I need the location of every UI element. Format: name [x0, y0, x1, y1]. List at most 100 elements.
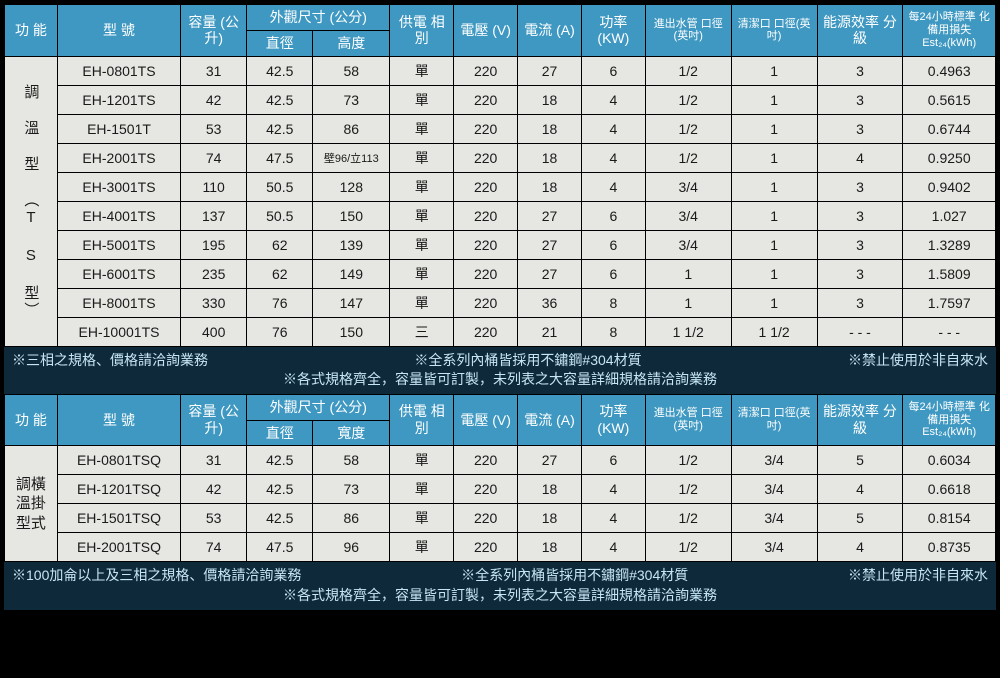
note-1c: ※禁止使用於非自來水: [848, 351, 988, 371]
table-cell: 3: [817, 85, 903, 114]
th-dim-group: 外觀尺寸 (公分): [247, 394, 390, 420]
table-cell: 1.3289: [903, 230, 996, 259]
note-2b: ※全系列內桶皆採用不鏽鋼#304材質: [461, 566, 688, 586]
table-cell: 220: [454, 504, 518, 533]
table-cell: 0.8154: [903, 504, 996, 533]
table-cell: 42.5: [247, 446, 313, 475]
category-cell-tsq: 調橫溫掛型式: [5, 446, 58, 562]
table-cell: 137: [181, 201, 247, 230]
table-cell: EH-1501TSQ: [57, 504, 180, 533]
table-cell: 1/2: [645, 85, 731, 114]
th-phase: 供電 相別: [390, 5, 454, 57]
table-cell: 4: [581, 475, 645, 504]
table-cell: 195: [181, 230, 247, 259]
table-cell: 單: [390, 288, 454, 317]
table-cell: 58: [313, 56, 390, 85]
table-cell: 220: [454, 259, 518, 288]
th-clean: 清潔口 口徑(英吋): [731, 5, 817, 57]
table-cell: 4: [581, 172, 645, 201]
table-cell: 3: [817, 201, 903, 230]
table-cell: 18: [518, 172, 582, 201]
th-model: 型 號: [57, 5, 180, 57]
table-cell: 1: [731, 114, 817, 143]
table-cell: - - -: [817, 317, 903, 346]
table-cell: EH-2001TSQ: [57, 533, 180, 562]
table-cell: 6: [581, 230, 645, 259]
table-cell: 1/2: [645, 446, 731, 475]
table-cell: 0.9250: [903, 143, 996, 172]
table-cell: 1/2: [645, 143, 731, 172]
th-pipe: 進出水管 口徑(英吋): [645, 394, 731, 446]
table-cell: 220: [454, 288, 518, 317]
table-cell: 6: [581, 446, 645, 475]
table-cell: 0.4963: [903, 56, 996, 85]
th-dim-dia: 直徑: [247, 420, 313, 446]
table-cell: 3/4: [645, 230, 731, 259]
table-cell: 單: [390, 201, 454, 230]
table-cell: 6: [581, 56, 645, 85]
table-row: EH-5001TS19562139單2202763/4131.3289: [5, 230, 996, 259]
table-cell: 31: [181, 56, 247, 85]
category-cell-ts: 調 溫 型 （T S 型）: [5, 56, 58, 346]
table-cell: 1.7597: [903, 288, 996, 317]
th-pipe: 進出水管 口徑(英吋): [645, 5, 731, 57]
table-cell: EH-0801TS: [57, 56, 180, 85]
table-cell: 單: [390, 504, 454, 533]
table-cell: 18: [518, 533, 582, 562]
table-cell: 1/2: [645, 114, 731, 143]
table-cell: 6: [581, 201, 645, 230]
table-cell: 3: [817, 56, 903, 85]
th-func: 功 能: [5, 394, 58, 446]
table-cell: 21: [518, 317, 582, 346]
table-cell: 220: [454, 172, 518, 201]
table-cell: 18: [518, 85, 582, 114]
note-1b: ※全系列內桶皆採用不鏽鋼#304材質: [414, 351, 641, 371]
table-cell: 1: [731, 259, 817, 288]
note-2d: ※各式規格齊全，容量皆可訂製，未列表之大容量詳細規格請洽詢業務: [12, 586, 988, 606]
table-cell: 1: [645, 259, 731, 288]
th-eff: 能源效率 分 級: [817, 5, 903, 57]
table-cell: 220: [454, 317, 518, 346]
table-cell: 3: [817, 288, 903, 317]
table-cell: 220: [454, 446, 518, 475]
th-est24: 每24小時標準 化備用損失 Est₂₄(kWh): [903, 5, 996, 57]
table-cell: 單: [390, 56, 454, 85]
note-1a: ※三相之規格、價格請洽詢業務: [12, 351, 208, 371]
table-cell: 1 1/2: [645, 317, 731, 346]
table-cell: 128: [313, 172, 390, 201]
table-row: EH-10001TS40076150三2202181 1/21 1/2- - -…: [5, 317, 996, 346]
table-cell: 62: [247, 259, 313, 288]
table-cell: 47.5: [247, 143, 313, 172]
table-cell: 4: [817, 475, 903, 504]
th-power: 功率 (KW): [581, 5, 645, 57]
table-cell: 110: [181, 172, 247, 201]
table-cell: 3/4: [645, 172, 731, 201]
table-cell: 42.5: [247, 85, 313, 114]
table-cell: EH-5001TS: [57, 230, 180, 259]
table-cell: 330: [181, 288, 247, 317]
table-cell: 220: [454, 85, 518, 114]
th-model: 型 號: [57, 394, 180, 446]
table-cell: EH-2001TS: [57, 143, 180, 172]
table-cell: 96: [313, 533, 390, 562]
table-row: EH-1201TS4242.573單2201841/2130.5615: [5, 85, 996, 114]
table-cell: EH-0801TSQ: [57, 446, 180, 475]
table-cell: 18: [518, 143, 582, 172]
table-cell: 47.5: [247, 533, 313, 562]
table-cell: 1: [731, 201, 817, 230]
table-cell: 53: [181, 504, 247, 533]
table-cell: EH-3001TS: [57, 172, 180, 201]
th-est24: 每24小時標準 化備用損失 Est₂₄(kWh): [903, 394, 996, 446]
table-cell: 4: [817, 143, 903, 172]
table-cell: 3/4: [731, 446, 817, 475]
table-cell: EH-4001TS: [57, 201, 180, 230]
table-cell: 42.5: [247, 114, 313, 143]
table-row: EH-6001TS23562149單2202761131.5809: [5, 259, 996, 288]
table-cell: 42: [181, 475, 247, 504]
spec-table-tsq: 功 能 型 號 容量 (公升) 外觀尺寸 (公分) 供電 相別 電壓 (V) 電…: [4, 394, 996, 563]
table-cell: 53: [181, 114, 247, 143]
th-voltage: 電壓 (V): [454, 5, 518, 57]
table-cell: 220: [454, 56, 518, 85]
table-cell: EH-8001TS: [57, 288, 180, 317]
spec-table-ts: 功 能 型 號 容量 (公升) 外觀尺寸 (公分) 供電 相別 電壓 (V) 電…: [4, 4, 996, 347]
